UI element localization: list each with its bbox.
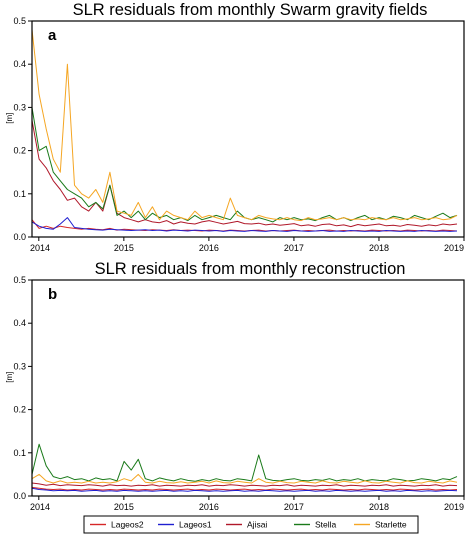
y-tick-label: 0.1 <box>13 448 26 458</box>
series-line-lageos1 <box>32 217 458 232</box>
series-line-starlette <box>32 473 458 484</box>
legend-label-lageos2: Lageos2 <box>111 520 144 530</box>
panel-a: SLR residuals from monthly Swarm gravity… <box>5 1 465 253</box>
y-tick-label: 0.4 <box>13 59 26 69</box>
legend-box <box>83 515 419 534</box>
y-tick-label: 0.0 <box>13 491 26 501</box>
legend-label-lageos1: Lageos1 <box>179 520 212 530</box>
x-tick-label: 2015 <box>114 243 134 253</box>
y-axis-label: [m] <box>5 372 14 383</box>
y-tick-label: 0.5 <box>13 16 26 26</box>
y-tick-label: 0.3 <box>13 361 26 371</box>
series-group <box>32 29 458 232</box>
x-tick-label: 2019 <box>444 502 464 512</box>
x-tick-label: 2017 <box>284 243 304 253</box>
panel-b: SLR residuals from monthly reconstructio… <box>5 260 465 512</box>
x-tick-label: 2014 <box>30 243 50 253</box>
series-line-starlette <box>32 29 458 222</box>
series-group <box>32 443 458 492</box>
y-tick-label: 0.3 <box>13 102 26 112</box>
x-tick-label: 2017 <box>284 502 304 512</box>
series-line-lageos1 <box>32 487 458 492</box>
plot-frame <box>31 279 465 497</box>
x-tick-label: 2015 <box>114 502 134 512</box>
legend-label-starlette: Starlette <box>375 520 407 530</box>
panel-a-plot-area: 0.0 0.1 0.2 0.3 0.4 0.5 2014 2015 2016 2017 2018 20… <box>5 16 465 253</box>
panel-b-title: SLR residuals from monthly reconstructio… <box>95 260 406 278</box>
y-tick-label: 0.1 <box>13 189 26 199</box>
y-tick-label: 0.2 <box>13 146 26 156</box>
y-tick-label: 0.0 <box>13 232 26 242</box>
panel-letter: b <box>48 286 57 303</box>
x-tick-label: 2016 <box>199 243 219 253</box>
series-line-stella <box>32 443 458 482</box>
y-tick-label: 0.2 <box>13 405 26 415</box>
panel-b-plot-area: 0.0 0.1 0.2 0.3 0.4 0.5 2014 2015 2016 2017 2018 20… <box>5 275 465 512</box>
y-tick-label: 0.5 <box>13 275 26 285</box>
x-tick-label: 2014 <box>30 502 50 512</box>
y-axis-label: [m] <box>5 113 14 124</box>
series-line-ajisai <box>32 120 458 228</box>
panel-letter: a <box>48 27 57 44</box>
x-tick-label: 2016 <box>199 502 219 512</box>
series-line-lageos2 <box>32 486 458 491</box>
legend-label-ajisai: Ajisai <box>247 520 267 530</box>
plot-frame <box>31 20 465 238</box>
series-line-ajisai <box>32 482 458 487</box>
x-tick-label: 2019 <box>444 243 464 253</box>
x-tick-label: 2018 <box>369 243 389 253</box>
series-line-stella <box>32 107 458 223</box>
legend: Lageos2 Lageos1 Ajisai Stella Starlette <box>83 515 419 534</box>
x-tick-label: 2018 <box>369 502 389 512</box>
panel-a-title: SLR residuals from monthly Swarm gravity… <box>73 1 428 19</box>
legend-label-stella: Stella <box>315 520 337 530</box>
y-tick-label: 0.4 <box>13 318 26 328</box>
